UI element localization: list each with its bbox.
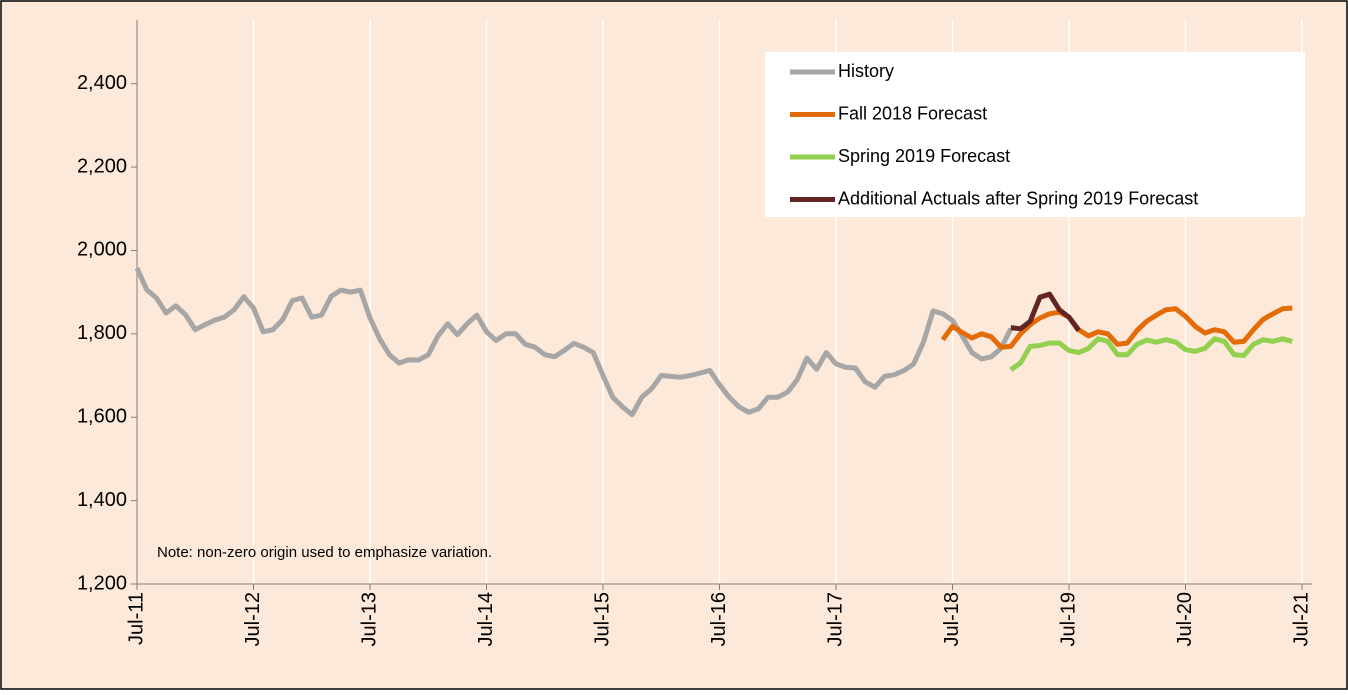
annotation: Note: non-zero origin used to emphasize … [157, 544, 492, 561]
y-tick-label: 1,800 [77, 322, 127, 344]
x-tick-label: Jul-19 [1057, 592, 1079, 646]
legend-label: History [838, 61, 894, 81]
x-tick-label: Jul-11 [125, 592, 147, 645]
x-tick-label: Jul-18 [941, 592, 963, 646]
legend-box [765, 52, 1305, 217]
y-tick-label: 1,400 [77, 489, 127, 511]
series-line [134, 266, 1014, 418]
x-tick-label: Jul-14 [475, 592, 497, 646]
x-tick-label: Jul-16 [708, 592, 730, 646]
y-tick-label: 2,000 [77, 239, 127, 261]
series-line [1009, 336, 1293, 372]
legend-label: Fall 2018 Forecast [838, 103, 987, 123]
series-line [1010, 291, 1081, 332]
legend-label: Spring 2019 Forecast [838, 146, 1010, 166]
series-line [940, 305, 1293, 350]
x-tick-label: Jul-13 [358, 592, 380, 646]
legend-label: Additional Actuals after Spring 2019 For… [838, 188, 1198, 208]
x-tick-label: Jul-12 [242, 592, 264, 646]
x-tick-label: Jul-21 [1290, 592, 1312, 646]
y-tick-label: 1,200 [77, 572, 127, 594]
x-tick-label: Jul-20 [1174, 592, 1196, 646]
x-tick-label: Jul-15 [591, 592, 613, 646]
y-tick-label: 2,400 [77, 72, 127, 94]
x-tick-label: Jul-17 [824, 592, 846, 646]
y-tick-label: 1,600 [77, 406, 127, 428]
y-tick-label: 2,200 [77, 155, 127, 177]
